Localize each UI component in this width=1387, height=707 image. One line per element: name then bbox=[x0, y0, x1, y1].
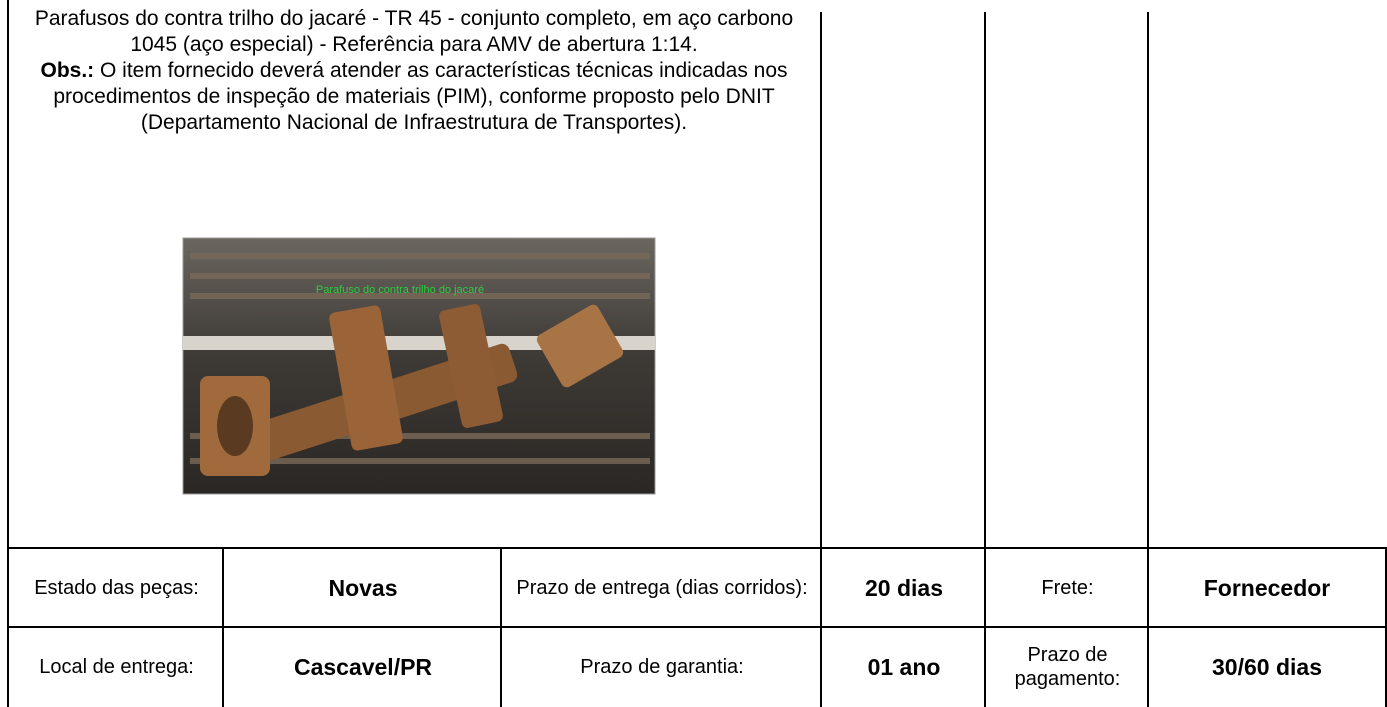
border bbox=[7, 547, 1387, 549]
obs-text: O item fornecido deverá atender as carac… bbox=[53, 59, 788, 134]
cell-value: Novas bbox=[328, 574, 398, 601]
cell-value: 01 ano bbox=[867, 653, 941, 680]
border bbox=[820, 12, 822, 707]
cell-label: Estado das peças: bbox=[34, 576, 199, 599]
cell-value: Fornecedor bbox=[1203, 574, 1331, 601]
cell-label: Local de entrega: bbox=[39, 655, 194, 678]
border bbox=[984, 12, 986, 707]
photo-caption: Parafuso do contra trilho do jacaré bbox=[316, 284, 484, 296]
description-text: Parafusos do contra trilho do jacaré - T… bbox=[34, 7, 794, 56]
border bbox=[7, 626, 1387, 628]
cell-label: Prazo de pagamento: bbox=[1014, 643, 1121, 690]
cell-value: 30/60 dias bbox=[1212, 653, 1322, 680]
cell-label: Frete: bbox=[1041, 576, 1094, 599]
description: Parafusos do contra trilho do jacaré - T… bbox=[12, 6, 816, 136]
cell-value: 20 dias bbox=[865, 574, 943, 601]
cell-label: Prazo de garantia: bbox=[580, 655, 744, 678]
border bbox=[7, 0, 9, 707]
obs-label: Obs.: bbox=[40, 59, 95, 82]
cell-label: Prazo de entrega (dias corridos): bbox=[516, 576, 808, 599]
cell-value: Cascavel/PR bbox=[293, 653, 433, 680]
photo: Parafuso do contra trilho do jacaré bbox=[182, 237, 656, 495]
border bbox=[1147, 12, 1149, 707]
